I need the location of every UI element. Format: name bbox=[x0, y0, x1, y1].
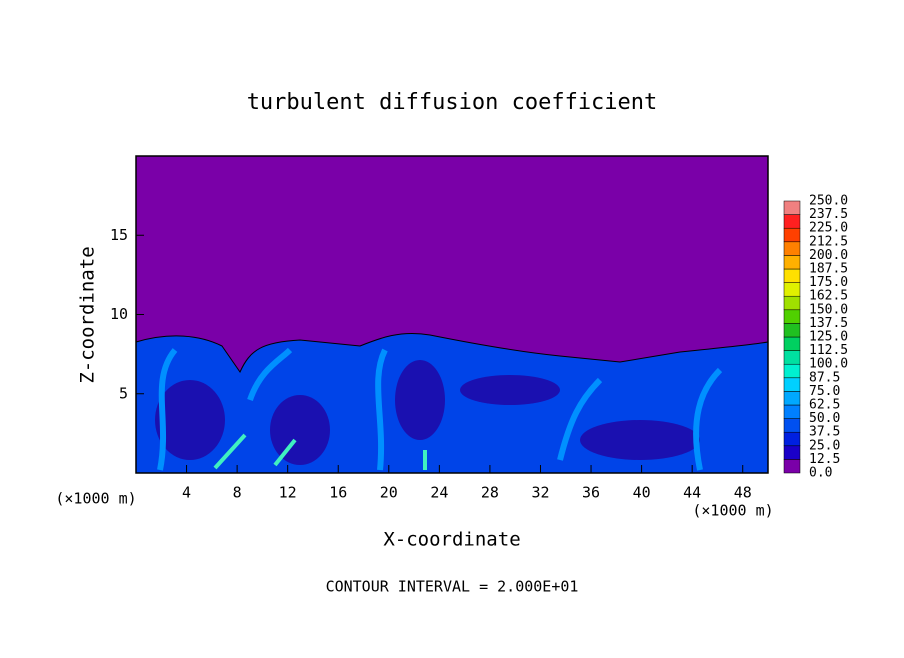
patch bbox=[460, 375, 560, 405]
x-tick-label: 16 bbox=[329, 484, 347, 502]
colorbar-swatch bbox=[783, 377, 801, 392]
colorbar-label: 87.5 bbox=[809, 370, 840, 385]
colorbar-label: 25.0 bbox=[809, 438, 840, 453]
colorbar-swatch bbox=[783, 404, 801, 419]
x-units-label: (×1000 m) bbox=[55, 490, 136, 508]
colorbar-label: 50.0 bbox=[809, 411, 840, 426]
x-tick-label: 8 bbox=[233, 484, 242, 502]
colorbar-label: 150.0 bbox=[809, 302, 848, 317]
patch bbox=[155, 380, 225, 460]
colorbar-swatch bbox=[783, 282, 801, 297]
x-tick-label: 12 bbox=[279, 484, 297, 502]
colorbar-swatch bbox=[783, 445, 801, 460]
colorbar-swatch bbox=[783, 227, 801, 243]
colorbar-swatch bbox=[783, 200, 801, 215]
x-tick-label: 36 bbox=[582, 484, 600, 502]
colorbar-swatch bbox=[783, 363, 801, 379]
colorbar-label: 0.0 bbox=[809, 466, 832, 481]
colorbar-swatch bbox=[783, 241, 801, 256]
colorbar-swatch bbox=[783, 336, 801, 351]
footnote: CONTOUR INTERVAL = 2.000E+01 bbox=[326, 578, 579, 596]
colorbar-swatch bbox=[783, 418, 801, 433]
colorbar-swatch bbox=[783, 214, 801, 229]
x-tick-label: 44 bbox=[683, 484, 701, 502]
colorbar-swatch bbox=[783, 431, 801, 447]
colorbar-label: 250.0 bbox=[809, 194, 848, 209]
colorbar-swatch bbox=[783, 459, 801, 474]
colorbar-label: 200.0 bbox=[809, 248, 848, 263]
colorbar-swatch bbox=[783, 391, 801, 406]
colorbar-swatch bbox=[783, 309, 801, 324]
streak bbox=[213, 433, 427, 470]
chart-title: turbulent diffusion coefficient bbox=[247, 90, 658, 115]
patch bbox=[395, 360, 445, 440]
patch bbox=[580, 420, 700, 460]
y-tick-label: 10 bbox=[110, 305, 128, 323]
colorbar-label: 225.0 bbox=[809, 221, 848, 236]
x-units-label: (×1000 m) bbox=[692, 502, 773, 520]
colorbar-label: 75.0 bbox=[809, 384, 840, 399]
field bbox=[135, 156, 769, 474]
x-tick-label: 24 bbox=[430, 484, 448, 502]
y-tick-label: 5 bbox=[119, 384, 128, 402]
colorbar-label: 137.5 bbox=[809, 316, 848, 331]
x-axis-label: X-coordinate bbox=[383, 529, 520, 551]
colorbar-label: 100.0 bbox=[809, 357, 848, 372]
colorbar-swatch bbox=[783, 255, 801, 270]
x-tick-label: 28 bbox=[481, 484, 499, 502]
colorbar-swatch bbox=[783, 350, 801, 365]
patch bbox=[270, 395, 330, 465]
colorbar-label: 175.0 bbox=[809, 275, 848, 290]
x-tick-label: 4 bbox=[182, 484, 191, 502]
colorbar-label: 12.5 bbox=[809, 452, 840, 467]
colorbar-label: 125.0 bbox=[809, 330, 848, 345]
colorbar-label: 237.5 bbox=[809, 207, 848, 222]
y-axis-label: Z-coordinate bbox=[77, 246, 99, 383]
colorbar-swatch bbox=[783, 295, 801, 311]
x-tick-label: 40 bbox=[633, 484, 651, 502]
colorbar-label: 162.5 bbox=[809, 289, 848, 304]
colorbar-swatch bbox=[783, 323, 801, 338]
y-tick-label: 15 bbox=[110, 226, 128, 244]
colorbar-label: 187.5 bbox=[809, 262, 848, 277]
colorbar-label: 62.5 bbox=[809, 398, 840, 413]
x-tick-label: 48 bbox=[734, 484, 752, 502]
colorbar-label: 112.5 bbox=[809, 343, 848, 358]
streak bbox=[157, 347, 723, 471]
x-tick-label: 20 bbox=[380, 484, 398, 502]
colorbar-swatch bbox=[783, 268, 801, 283]
x-tick-label: 32 bbox=[531, 484, 549, 502]
colorbar-label: 212.5 bbox=[809, 234, 848, 249]
colorbar-label: 37.5 bbox=[809, 425, 840, 440]
